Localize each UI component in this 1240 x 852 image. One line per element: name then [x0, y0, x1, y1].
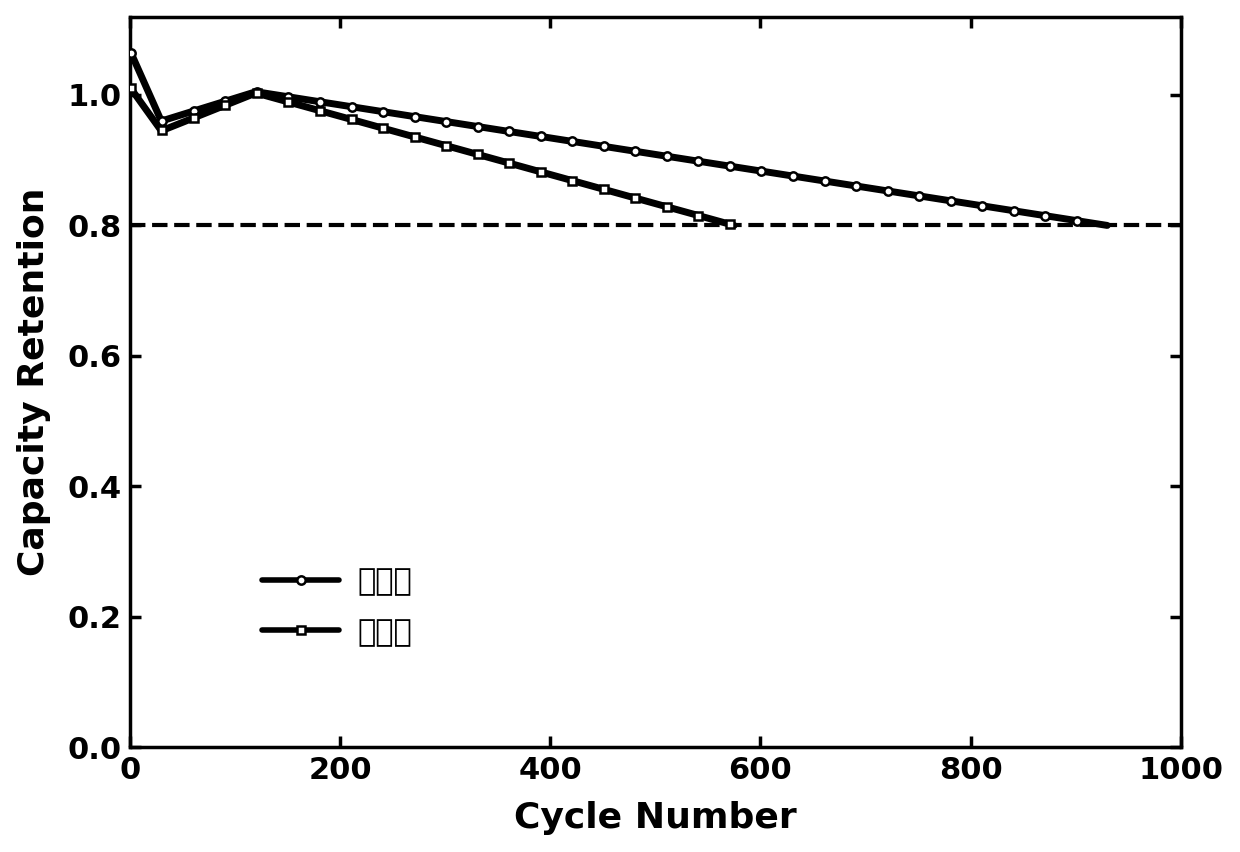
比较例	[658, 201, 673, 211]
实施例	[1100, 221, 1115, 231]
Line: 比较例: 比较例	[126, 84, 738, 229]
Legend: 实施例, 比较例: 实施例, 比较例	[250, 556, 424, 659]
实施例	[217, 96, 232, 106]
实施例	[631, 147, 646, 157]
比较例	[453, 144, 467, 154]
比较例	[569, 176, 584, 187]
Line: 实施例: 实施例	[126, 49, 1111, 229]
实施例	[982, 202, 997, 212]
Y-axis label: Capacity Retention: Capacity Retention	[16, 187, 51, 576]
比较例	[124, 83, 139, 94]
比较例	[727, 221, 742, 231]
比较例	[170, 119, 185, 130]
实施例	[683, 155, 698, 165]
比较例	[243, 90, 258, 101]
比较例	[542, 169, 557, 179]
X-axis label: Cycle Number: Cycle Number	[513, 802, 796, 835]
实施例	[422, 114, 436, 124]
实施例	[124, 48, 139, 58]
实施例	[942, 196, 957, 206]
